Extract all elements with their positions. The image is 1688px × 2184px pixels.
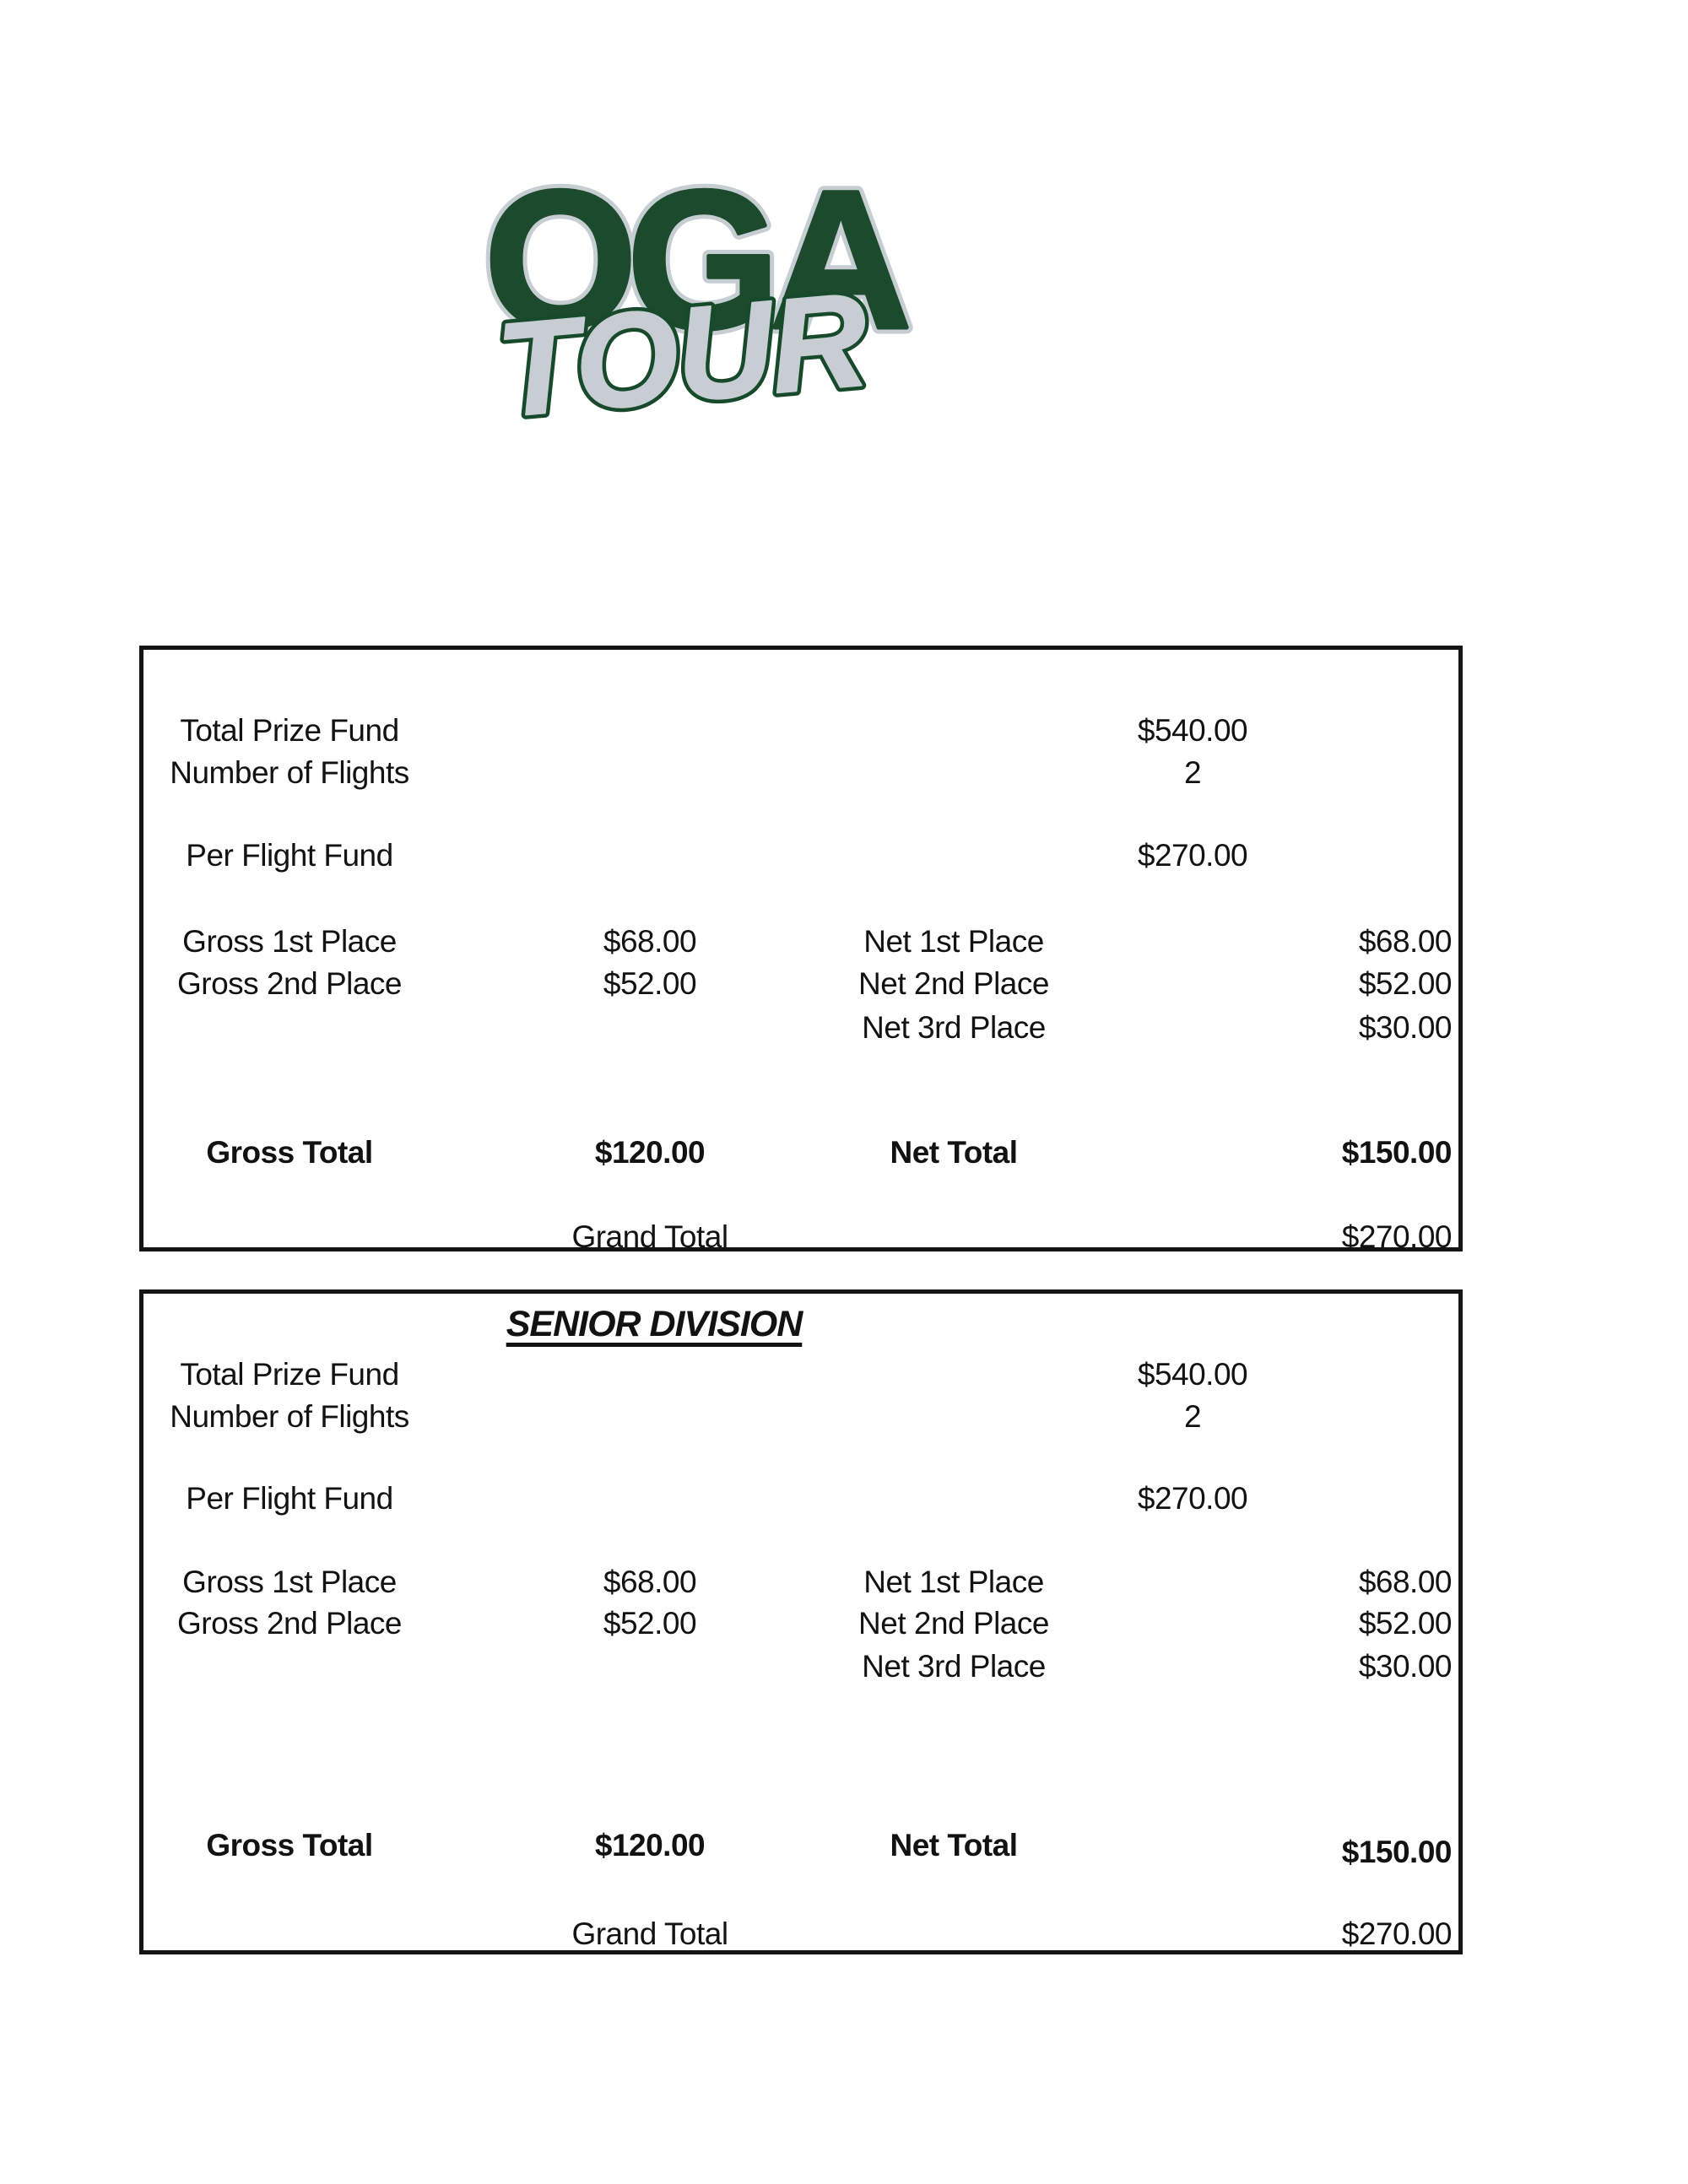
gross-2nd-place-value: $52.00: [603, 1606, 697, 1641]
net-total-value: $150.00: [1341, 1835, 1453, 1869]
net-1st-place-label: Net 1st Place: [863, 1565, 1044, 1599]
per-flight-fund-value: $270.00: [1137, 1481, 1248, 1516]
gross-1st-place-value: $68.00: [603, 1565, 697, 1599]
per-flight-fund-label: Per Flight Fund: [186, 838, 393, 873]
logo-oga-outline: OGA: [484, 156, 907, 370]
total-prize-fund-value: $540.00: [1137, 713, 1248, 748]
net-2nd-place-label: Net 2nd Place: [858, 966, 1049, 1001]
open-division-payout-box: Total Prize Fund $540.00 Number of Fligh…: [139, 646, 1463, 1254]
per-flight-fund-value: $270.00: [1137, 838, 1248, 873]
division-title: SENIOR DIVISION: [506, 1304, 803, 1344]
third-place-row: Net 3rd Place $30.00: [143, 1007, 1458, 1049]
gross-total-label: Gross Total: [206, 1828, 373, 1862]
oga-tour-logo-graphic: OGA OGA TOUR TOUR: [478, 156, 920, 426]
gross-total-label: Gross Total: [206, 1135, 373, 1170]
total-prize-fund-value: $540.00: [1137, 1357, 1248, 1392]
total-prize-fund-label: Total Prize Fund: [180, 1357, 399, 1392]
net-3rd-place-value: $30.00: [1358, 1010, 1453, 1045]
net-2nd-place-value: $52.00: [1358, 1606, 1453, 1641]
grand-total-value: $270.00: [1341, 1916, 1453, 1951]
gross-1st-place-value: $68.00: [603, 924, 697, 959]
grand-total-row: Grand Total $270.00: [143, 1216, 1458, 1258]
net-2nd-place-value: $52.00: [1358, 966, 1453, 1001]
logo-tour-text: TOUR: [491, 265, 873, 426]
gross-1st-place-label: Gross 1st Place: [182, 924, 397, 959]
senior-division-payout-box: SENIOR DIVISION Total Prize Fund $540.00…: [139, 1289, 1463, 1954]
gross-2nd-place-value: $52.00: [603, 966, 697, 1001]
grand-total-label: Grand Total: [571, 1916, 728, 1951]
net-2nd-place-label: Net 2nd Place: [858, 1606, 1049, 1641]
per-flight-fund-label: Per Flight Fund: [186, 1481, 393, 1516]
logo-oga-text: OGA: [484, 156, 907, 370]
grand-total-row: Grand Total $270.00: [143, 1913, 1458, 1955]
number-of-flights-label: Number of Flights: [170, 755, 409, 790]
grand-total-value: $270.00: [1341, 1219, 1453, 1254]
gross-total-value: $120.00: [594, 1135, 706, 1170]
division-title-row: SENIOR DIVISION: [143, 1299, 1458, 1349]
first-place-row: Gross 1st Place $68.00 Net 1st Place $68…: [143, 1561, 1458, 1603]
net-total-label: Net Total: [890, 1828, 1018, 1862]
net-3rd-place-label: Net 3rd Place: [862, 1010, 1046, 1045]
gross-1st-place-label: Gross 1st Place: [182, 1565, 397, 1599]
gross-2nd-place-label: Gross 2nd Place: [176, 966, 403, 1001]
total-prize-fund-row: Total Prize Fund $540.00: [143, 1354, 1458, 1396]
totals-row: Gross Total $120.00 Net Total $150.00: [143, 1132, 1458, 1174]
net-3rd-place-label: Net 3rd Place: [862, 1649, 1046, 1684]
oga-tour-logo: OGA OGA TOUR TOUR: [464, 156, 920, 426]
net-total-value: $150.00: [1341, 1135, 1453, 1170]
net-1st-place-value: $68.00: [1358, 1565, 1453, 1599]
total-prize-fund-row: Total Prize Fund $540.00: [143, 710, 1458, 752]
per-flight-fund-row: Per Flight Fund $270.00: [143, 1478, 1458, 1520]
gross-total-value: $120.00: [594, 1828, 706, 1862]
totals-row: Gross Total $120.00 Net Total $150.00: [143, 1825, 1458, 1869]
net-1st-place-value: $68.00: [1358, 924, 1453, 959]
total-prize-fund-label: Total Prize Fund: [180, 713, 399, 748]
third-place-row: Net 3rd Place $30.00: [143, 1646, 1458, 1688]
number-of-flights-row: Number of Flights 2: [143, 1396, 1458, 1438]
number-of-flights-value: 2: [1183, 1399, 1202, 1434]
grand-total-label: Grand Total: [571, 1219, 728, 1254]
number-of-flights-label: Number of Flights: [170, 1399, 409, 1434]
first-place-row: Gross 1st Place $68.00 Net 1st Place $68…: [143, 921, 1458, 963]
gross-2nd-place-label: Gross 2nd Place: [176, 1606, 403, 1641]
second-place-row: Gross 2nd Place $52.00 Net 2nd Place $52…: [143, 1603, 1458, 1645]
second-place-row: Gross 2nd Place $52.00 Net 2nd Place $52…: [143, 963, 1458, 1005]
number-of-flights-row: Number of Flights 2: [143, 752, 1458, 794]
net-1st-place-label: Net 1st Place: [863, 924, 1044, 959]
number-of-flights-value: 2: [1183, 755, 1202, 790]
net-3rd-place-value: $30.00: [1358, 1649, 1453, 1684]
per-flight-fund-row: Per Flight Fund $270.00: [143, 835, 1458, 877]
net-total-label: Net Total: [890, 1135, 1018, 1170]
